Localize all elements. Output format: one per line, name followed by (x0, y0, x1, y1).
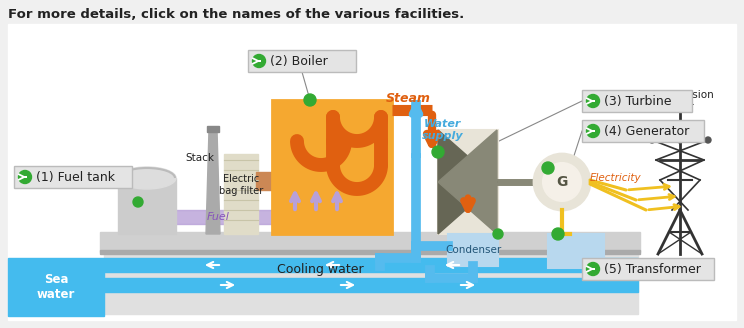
Polygon shape (206, 130, 220, 234)
FancyBboxPatch shape (582, 258, 714, 280)
Text: (4) Generator: (4) Generator (604, 125, 689, 137)
Text: Electricity: Electricity (590, 173, 642, 183)
Bar (256, 172, 274, 190)
Bar (548, 234, 604, 268)
FancyBboxPatch shape (582, 120, 704, 142)
Circle shape (543, 163, 581, 201)
Bar (118, 178, 176, 234)
Text: Transmission
tower: Transmission tower (646, 91, 714, 112)
Text: Steam: Steam (385, 92, 431, 105)
FancyBboxPatch shape (248, 50, 356, 72)
Text: (5) Transformer: (5) Transformer (604, 262, 701, 276)
Circle shape (705, 137, 711, 143)
Text: (3) Turbine: (3) Turbine (604, 94, 672, 108)
Bar (8, 258, 104, 316)
Circle shape (133, 197, 143, 207)
Circle shape (304, 94, 316, 106)
Circle shape (19, 171, 31, 183)
FancyBboxPatch shape (582, 90, 692, 112)
Bar (150, 210, 280, 224)
Bar (224, 154, 258, 234)
Bar (207, 126, 219, 132)
Text: Electric
bag filter: Electric bag filter (219, 174, 263, 196)
Circle shape (677, 137, 683, 143)
Text: Stack: Stack (185, 153, 214, 163)
Circle shape (432, 146, 444, 158)
Bar (100, 232, 640, 252)
Polygon shape (438, 130, 497, 234)
Text: G: G (557, 175, 568, 189)
Bar (100, 250, 640, 254)
Bar (448, 234, 498, 266)
Text: Sea
water: Sea water (36, 273, 75, 301)
Bar (438, 130, 498, 234)
Text: Water
supply: Water supply (422, 119, 464, 141)
Text: Cooling water: Cooling water (277, 263, 363, 277)
Bar (272, 100, 392, 234)
Circle shape (493, 229, 503, 239)
Text: (1) Fuel tank: (1) Fuel tank (36, 171, 115, 183)
Text: For more details, click on the names of the various facilities.: For more details, click on the names of … (8, 8, 464, 20)
Text: Condenser: Condenser (445, 245, 501, 255)
Circle shape (586, 262, 600, 276)
Circle shape (649, 137, 655, 143)
Ellipse shape (118, 167, 176, 189)
Circle shape (552, 228, 564, 240)
Circle shape (586, 125, 600, 137)
Circle shape (586, 94, 600, 108)
Circle shape (534, 154, 590, 210)
Text: (2) Boiler: (2) Boiler (270, 54, 328, 68)
FancyBboxPatch shape (14, 166, 132, 188)
Text: Fuel: Fuel (207, 212, 229, 222)
Polygon shape (438, 130, 497, 234)
Circle shape (252, 54, 266, 68)
Bar (104, 278, 638, 292)
Bar (104, 258, 638, 272)
Circle shape (542, 162, 554, 174)
Bar (104, 254, 638, 314)
